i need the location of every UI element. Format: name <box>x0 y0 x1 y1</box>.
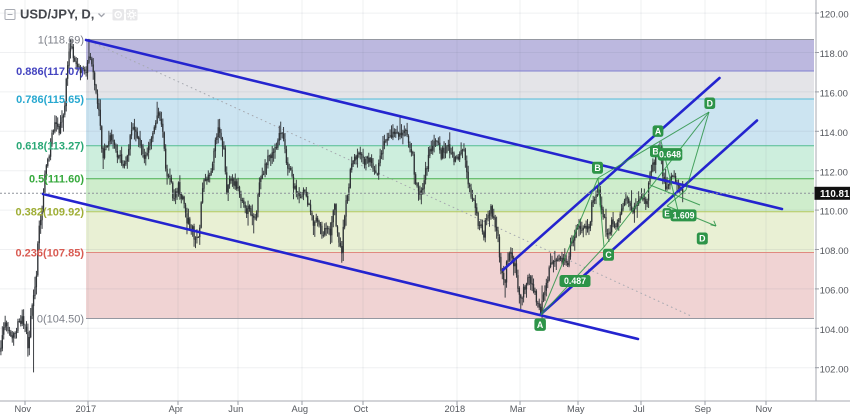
svg-text:102.00: 102.00 <box>820 364 849 375</box>
svg-text:E: E <box>664 208 670 218</box>
svg-text:112.00: 112.00 <box>820 167 848 178</box>
svg-text:A: A <box>537 320 544 330</box>
svg-text:120.00: 120.00 <box>820 10 849 21</box>
svg-text:Jul: Jul <box>633 404 645 414</box>
svg-text:Apr: Apr <box>169 404 183 414</box>
svg-text:0.786(115.65): 0.786(115.65) <box>16 94 84 106</box>
svg-text:Nov: Nov <box>15 404 32 414</box>
svg-text:0.236(107.85): 0.236(107.85) <box>16 247 85 259</box>
svg-text:2017: 2017 <box>75 404 96 414</box>
svg-text:118.00: 118.00 <box>820 49 848 60</box>
svg-text:USD/JPY, D,: USD/JPY, D, <box>20 7 94 22</box>
svg-text:May: May <box>567 404 585 414</box>
svg-text:1.609: 1.609 <box>672 211 694 221</box>
svg-text:0.618(113.27): 0.618(113.27) <box>16 141 84 153</box>
svg-text:104.00: 104.00 <box>820 325 849 336</box>
svg-text:0(104.50): 0(104.50) <box>37 313 84 325</box>
svg-text:Aug: Aug <box>292 404 309 414</box>
svg-text:106.00: 106.00 <box>820 286 849 297</box>
svg-text:110.00: 110.00 <box>820 207 848 218</box>
svg-text:0.648: 0.648 <box>659 150 681 160</box>
svg-text:B: B <box>594 163 600 173</box>
svg-text:Jun: Jun <box>228 404 243 414</box>
svg-text:0.5(111.60): 0.5(111.60) <box>29 174 84 186</box>
svg-text:D: D <box>707 99 713 109</box>
svg-text:Oct: Oct <box>354 404 369 414</box>
svg-text:0.886(117.07): 0.886(117.07) <box>16 66 84 78</box>
svg-text:C: C <box>605 250 612 260</box>
svg-text:0.487: 0.487 <box>564 276 586 286</box>
svg-text:114.00: 114.00 <box>820 128 848 139</box>
svg-text:Sep: Sep <box>695 404 712 414</box>
svg-text:110.81: 110.81 <box>820 189 850 200</box>
svg-text:116.00: 116.00 <box>820 89 848 100</box>
svg-text:1(118.69): 1(118.69) <box>38 34 84 46</box>
svg-text:0.382(109.92): 0.382(109.92) <box>16 207 85 219</box>
svg-text:2018: 2018 <box>444 404 465 414</box>
svg-text:A: A <box>655 126 662 136</box>
svg-text:Nov: Nov <box>756 404 773 414</box>
svg-text:108.00: 108.00 <box>820 246 849 257</box>
svg-text:B: B <box>652 146 658 156</box>
svg-text:Mar: Mar <box>510 404 526 414</box>
svg-text:D: D <box>699 234 705 244</box>
